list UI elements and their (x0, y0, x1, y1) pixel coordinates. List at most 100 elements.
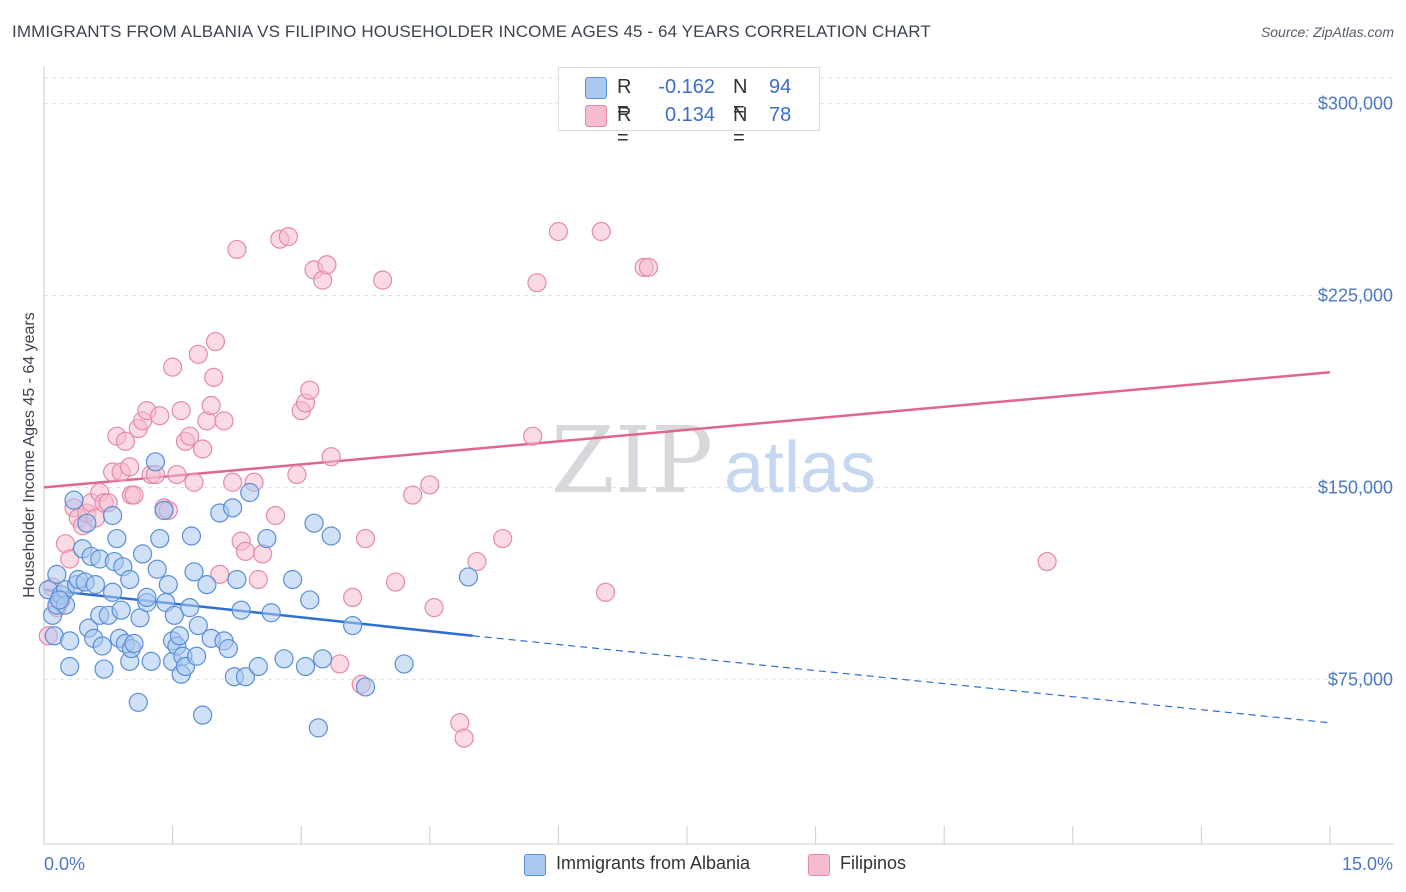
albania-point (111, 600, 131, 620)
filipino-point (523, 426, 543, 446)
filipino-point (201, 395, 221, 416)
filipino-point (355, 528, 376, 549)
chart-title: IMMIGRANTS FROM ALBANIA VS FILIPINO HOUS… (12, 22, 931, 41)
albania-point (60, 631, 80, 651)
filipino-point (403, 485, 423, 505)
filipino-trend-line (43, 370, 1331, 489)
albania-point (132, 544, 153, 564)
tick-labels: $75,000 $150,000 $225,000 $300,000 0.0% 15.0% (44, 94, 1393, 874)
albania-point (147, 559, 167, 579)
y-tick-label: $75,000 (1328, 669, 1393, 689)
watermark-zip: ZIP (551, 407, 713, 514)
filipino-point (171, 401, 191, 421)
filipino-point (204, 367, 224, 387)
albania-point (304, 513, 324, 533)
filipino-point (210, 564, 230, 584)
filipino-point (424, 598, 444, 618)
x-tick-label: 0.0% (44, 854, 85, 874)
albania-point (235, 667, 256, 687)
albania-point (145, 452, 166, 472)
filipino-point (235, 541, 256, 561)
y-tick-label: $300,000 (1318, 94, 1393, 114)
albania-point (248, 656, 268, 677)
albania-point (154, 500, 174, 521)
albania-point (107, 528, 127, 549)
filipino-point (385, 572, 406, 592)
legend-swatch-pink (808, 854, 830, 876)
filipino-point (150, 406, 170, 426)
filipino-point (548, 221, 569, 242)
albania-point (295, 656, 316, 677)
y-tick-label: $225,000 (1318, 285, 1393, 305)
filipino-point (1037, 551, 1057, 572)
legend-label-albania: Immigrants from Albania (556, 853, 751, 873)
albania-point (158, 575, 178, 595)
albania-point (227, 569, 247, 590)
filipino-point (248, 569, 268, 590)
albania-point (321, 526, 341, 546)
filipino-point (188, 344, 208, 364)
filipino-point (60, 549, 80, 569)
filipino-point (595, 582, 616, 602)
albania-point (64, 490, 84, 510)
legend-n-label: N = (733, 76, 748, 121)
filipino-point (317, 255, 337, 275)
filipino-point (287, 464, 307, 485)
albania-point (223, 498, 243, 518)
albania-point (343, 615, 363, 636)
albania-point (94, 659, 114, 679)
albania-point (137, 587, 157, 608)
legend-swatch-pink (585, 105, 607, 127)
filipino-point (527, 273, 547, 293)
albania-point (283, 569, 303, 590)
axes (43, 66, 1394, 845)
legend-r-value: 0.134 (664, 104, 715, 126)
albania-point (261, 603, 281, 623)
albania-point (85, 575, 106, 595)
filipino-point (120, 457, 140, 477)
albania-point (193, 705, 213, 725)
albania-point (102, 582, 123, 602)
watermark-atlas: atlas (724, 428, 876, 508)
filipino-point (124, 485, 144, 505)
legend-r-value: -0.162 (658, 76, 715, 98)
filipino-point (227, 239, 247, 260)
filipino-point (265, 505, 286, 526)
albania-point (164, 605, 184, 625)
albania-point (124, 633, 144, 654)
albania-point (218, 638, 238, 659)
albania-point (169, 626, 190, 646)
legend-r-label: R = (617, 76, 632, 121)
filipino-point (278, 227, 298, 247)
albania-point (313, 649, 333, 669)
albania-point (102, 505, 123, 526)
y-axis-label: Householder Income Ages 45 - 64 years (21, 312, 38, 598)
albania-point (181, 526, 202, 546)
filipino-point (167, 464, 187, 485)
filipino-point (373, 270, 393, 290)
albania-point (394, 654, 414, 674)
filipino-point (184, 472, 204, 492)
albania-point (308, 718, 328, 738)
filipino-point (591, 221, 611, 242)
legend-swatch-blue (524, 854, 546, 876)
legend-n-label: N = (733, 104, 748, 149)
albania-point (187, 646, 207, 666)
y-tick-label: $150,000 (1318, 477, 1393, 497)
albania-point (150, 528, 170, 549)
legend-n-value: 78 (769, 104, 792, 126)
albania-point (92, 636, 112, 656)
source-credit: Source: ZipAtlas.com (1260, 24, 1394, 40)
filipino-point (205, 331, 226, 352)
filipino-point (180, 426, 200, 446)
legend-n-value: 94 (769, 76, 792, 98)
albania-point (120, 569, 140, 590)
albania-point (458, 567, 478, 587)
filipino-point (420, 475, 440, 495)
x-tick-label: 15.0% (1342, 854, 1393, 874)
filipino-point (223, 472, 243, 492)
gridlines (44, 77, 1394, 680)
filipino-point (321, 447, 341, 467)
albania-point (184, 562, 204, 582)
filipino-point (300, 380, 320, 400)
